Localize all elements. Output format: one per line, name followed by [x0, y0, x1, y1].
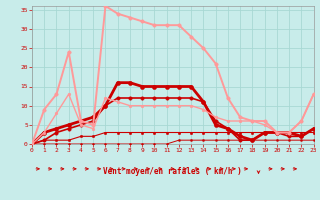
- X-axis label: Vent moyen/en rafales ( km/h ): Vent moyen/en rafales ( km/h ): [103, 167, 242, 176]
